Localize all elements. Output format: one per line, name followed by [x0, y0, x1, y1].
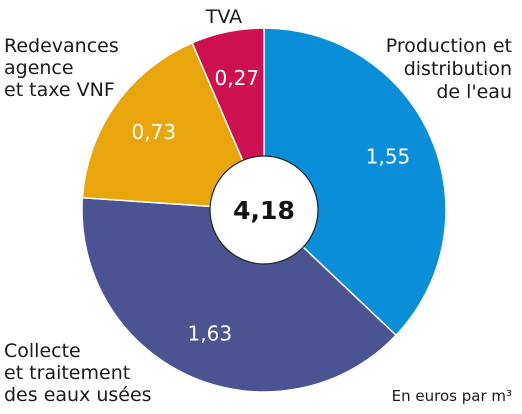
- category-label-line: et taxe VNF: [4, 79, 115, 101]
- donut-center-hole: [209, 155, 319, 265]
- category-label-collecte-traitement: Collecte et traitement des eaux usées: [4, 340, 152, 406]
- category-label-line: Production et: [386, 35, 512, 57]
- total-value: 4,18: [233, 196, 295, 225]
- value-label-collecte-traitement: 1,63: [188, 322, 233, 346]
- category-label-line: des eaux usées: [4, 384, 152, 406]
- slice-production-distribution: [263, 27, 447, 337]
- values-layer: 1,55 1,63 0,73 0,27: [132, 66, 411, 346]
- category-label-line: de l'eau: [436, 81, 512, 103]
- category-label-tva: TVA: [205, 6, 242, 28]
- category-label-line: distribution: [404, 58, 512, 80]
- category-label-production-distribution: Production et distribution de l'eau: [386, 35, 512, 103]
- unit-note: En euros par m³: [392, 387, 512, 405]
- category-label-line: agence: [4, 57, 74, 79]
- labels-layer: Production et distribution de l'eau Collect…: [4, 6, 512, 406]
- slices-layer: [81, 27, 447, 393]
- slice-redevances-vnf: [81, 41, 266, 211]
- slice-collecte-traitement: [81, 196, 398, 393]
- value-label-redevances-vnf: 0,73: [132, 120, 177, 144]
- category-label-line: Redevances: [4, 35, 119, 57]
- category-label-line: et traitement: [4, 362, 130, 384]
- value-label-tva: 0,27: [215, 66, 260, 90]
- category-label-line: Collecte: [4, 340, 81, 362]
- value-label-production-distribution: 1,55: [366, 145, 411, 169]
- category-label-redevances-vnf: Redevances agence et taxe VNF: [4, 35, 119, 101]
- category-label-line: TVA: [205, 6, 242, 28]
